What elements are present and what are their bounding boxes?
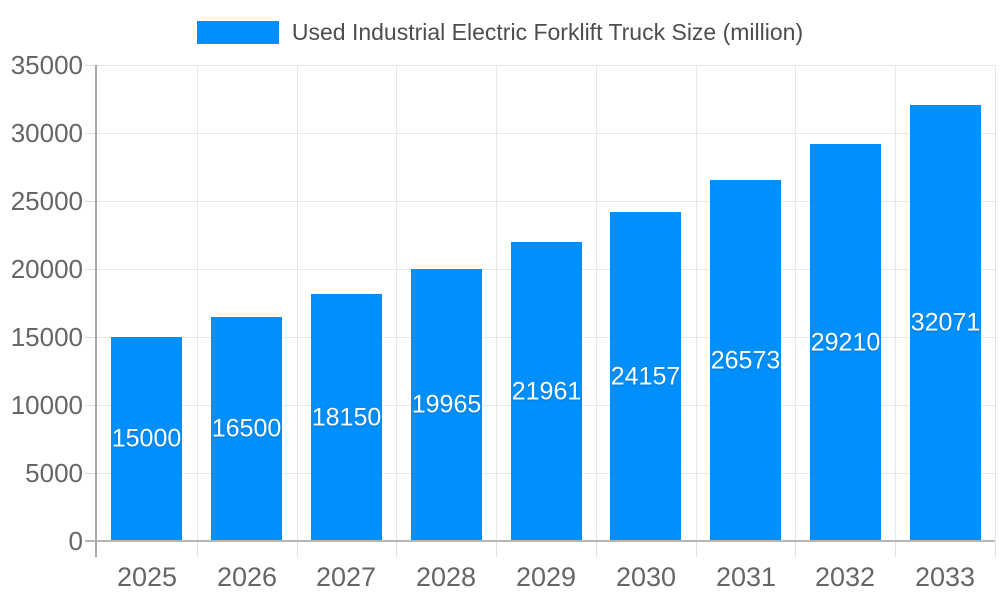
y-axis-tick <box>85 65 97 66</box>
x-axis-tick <box>297 542 298 557</box>
bar-value-label: 15000 <box>111 424 182 453</box>
x-axis-tick <box>596 542 597 557</box>
y-axis-tick-label: 25000 <box>10 186 83 216</box>
gridline-vertical <box>596 65 597 541</box>
y-axis-tick-label: 5000 <box>25 458 83 488</box>
gridline-vertical <box>995 65 996 541</box>
bar-2030[interactable]: 24157 <box>610 212 681 541</box>
bar-value-label: 32071 <box>910 308 981 337</box>
gridline-horizontal <box>97 133 995 134</box>
x-axis-tick-label: 2030 <box>615 562 677 592</box>
bar-value-label: 26573 <box>710 346 781 374</box>
gridline-vertical <box>696 65 697 541</box>
x-axis-tick-label: 2031 <box>715 562 777 592</box>
y-axis-tick <box>85 405 97 406</box>
x-axis-tick-label: 2029 <box>515 562 577 592</box>
y-axis-tick-label: 30000 <box>10 118 83 148</box>
legend-swatch-icon <box>196 20 279 44</box>
bar-2029[interactable]: 21961 <box>511 242 582 541</box>
bar-2027[interactable]: 18150 <box>311 294 382 541</box>
x-axis-tick <box>995 542 996 557</box>
x-axis-tick-label: 2027 <box>315 562 377 592</box>
y-axis-tick-label: 20000 <box>10 254 83 284</box>
bar-value-label: 24157 <box>610 362 681 390</box>
bar-2031[interactable]: 26573 <box>710 180 781 541</box>
y-axis-tick-label: 0 <box>68 526 83 556</box>
x-axis-tick <box>197 542 198 557</box>
bar-2033[interactable]: 32071 <box>910 105 981 541</box>
x-axis-tick-label: 2028 <box>415 562 477 592</box>
y-axis-tick-label: 10000 <box>10 390 83 420</box>
gridline-horizontal <box>97 201 995 202</box>
legend[interactable]: Used Industrial Electric Forklift Truck … <box>0 18 1000 46</box>
x-axis-tick <box>895 542 896 557</box>
y-axis-tick <box>85 269 97 270</box>
x-axis-tick-label: 2033 <box>914 562 976 592</box>
x-axis-line <box>85 540 995 542</box>
legend-label: Used Industrial Electric Forklift Truck … <box>291 19 804 45</box>
gridline-vertical <box>297 65 298 541</box>
gridline-vertical <box>795 65 796 541</box>
x-axis-tick-label: 2026 <box>216 562 278 592</box>
gridline-vertical <box>396 65 397 541</box>
y-axis-tick <box>85 473 97 474</box>
bar-2028[interactable]: 19965 <box>411 269 482 541</box>
bar-value-label: 21961 <box>511 377 582 405</box>
bar-2026[interactable]: 16500 <box>211 317 282 541</box>
x-axis-tick <box>396 542 397 557</box>
y-axis-tick <box>85 201 97 202</box>
x-axis-tick-label: 2032 <box>814 562 876 592</box>
x-axis-tick-label: 2025 <box>116 562 178 592</box>
x-axis-tick <box>696 542 697 557</box>
y-axis-tick <box>85 337 97 338</box>
gridline-horizontal <box>97 65 995 66</box>
gridline-vertical <box>197 65 198 541</box>
bar-value-label: 29210 <box>810 328 881 356</box>
y-axis-tick-label: 35000 <box>10 50 83 80</box>
gridline-vertical <box>895 65 896 541</box>
bar-2032[interactable]: 29210 <box>810 144 881 541</box>
y-axis-tick-label: 15000 <box>10 322 83 352</box>
x-axis-tick <box>496 542 497 557</box>
y-axis-tick <box>85 133 97 134</box>
gridline-vertical <box>496 65 497 541</box>
bar-value-label: 18150 <box>311 403 382 431</box>
x-axis-tick <box>795 542 796 557</box>
bar-2025[interactable]: 15000 <box>111 337 182 541</box>
bar-value-label: 19965 <box>411 390 482 419</box>
bar-value-label: 16500 <box>211 414 282 443</box>
y-axis-line <box>95 65 97 557</box>
